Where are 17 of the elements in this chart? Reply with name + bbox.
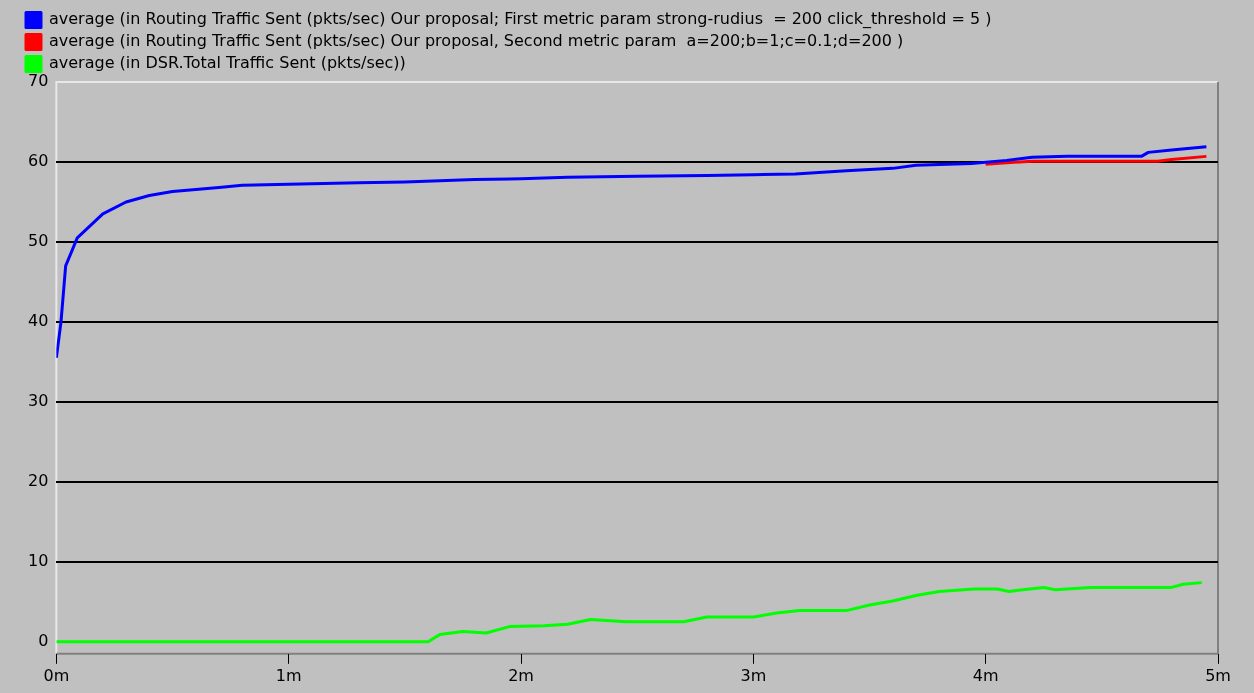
y-tick-label: 70 xyxy=(28,71,49,91)
x-tick-label: 0m xyxy=(43,665,70,685)
y-tick-label: 60 xyxy=(28,151,49,171)
y-tick-label: 40 xyxy=(28,311,49,331)
y-tick-label: 30 xyxy=(28,391,49,411)
y-tick-label: 20 xyxy=(28,471,49,491)
x-tick-label: 3m xyxy=(740,665,767,685)
legend-label: average (in Routing Traffic Sent (pkts/sec) Our proposal; First metric param strong-rudius = 200 click_threshold = 5 ) xyxy=(49,9,992,30)
legend-label: average (in DSR.Total Traffic Sent (pkts/sec)) xyxy=(49,53,406,73)
x-tick-label: 1m xyxy=(275,665,302,685)
y-tick-label: 50 xyxy=(28,231,49,251)
x-tick-label: 5m xyxy=(1205,665,1231,685)
y-tick-label: 0 xyxy=(38,630,49,650)
y-tick-label: 10 xyxy=(28,550,49,570)
x-tick-label: 4m xyxy=(972,665,999,685)
legend-label: average (in Routing Traffic Sent (pkts/sec) Our proposal, Second metric param a=200;b=1;c=0.1;d=200 ) xyxy=(49,31,904,51)
x-tick-label: 2m xyxy=(508,665,534,685)
